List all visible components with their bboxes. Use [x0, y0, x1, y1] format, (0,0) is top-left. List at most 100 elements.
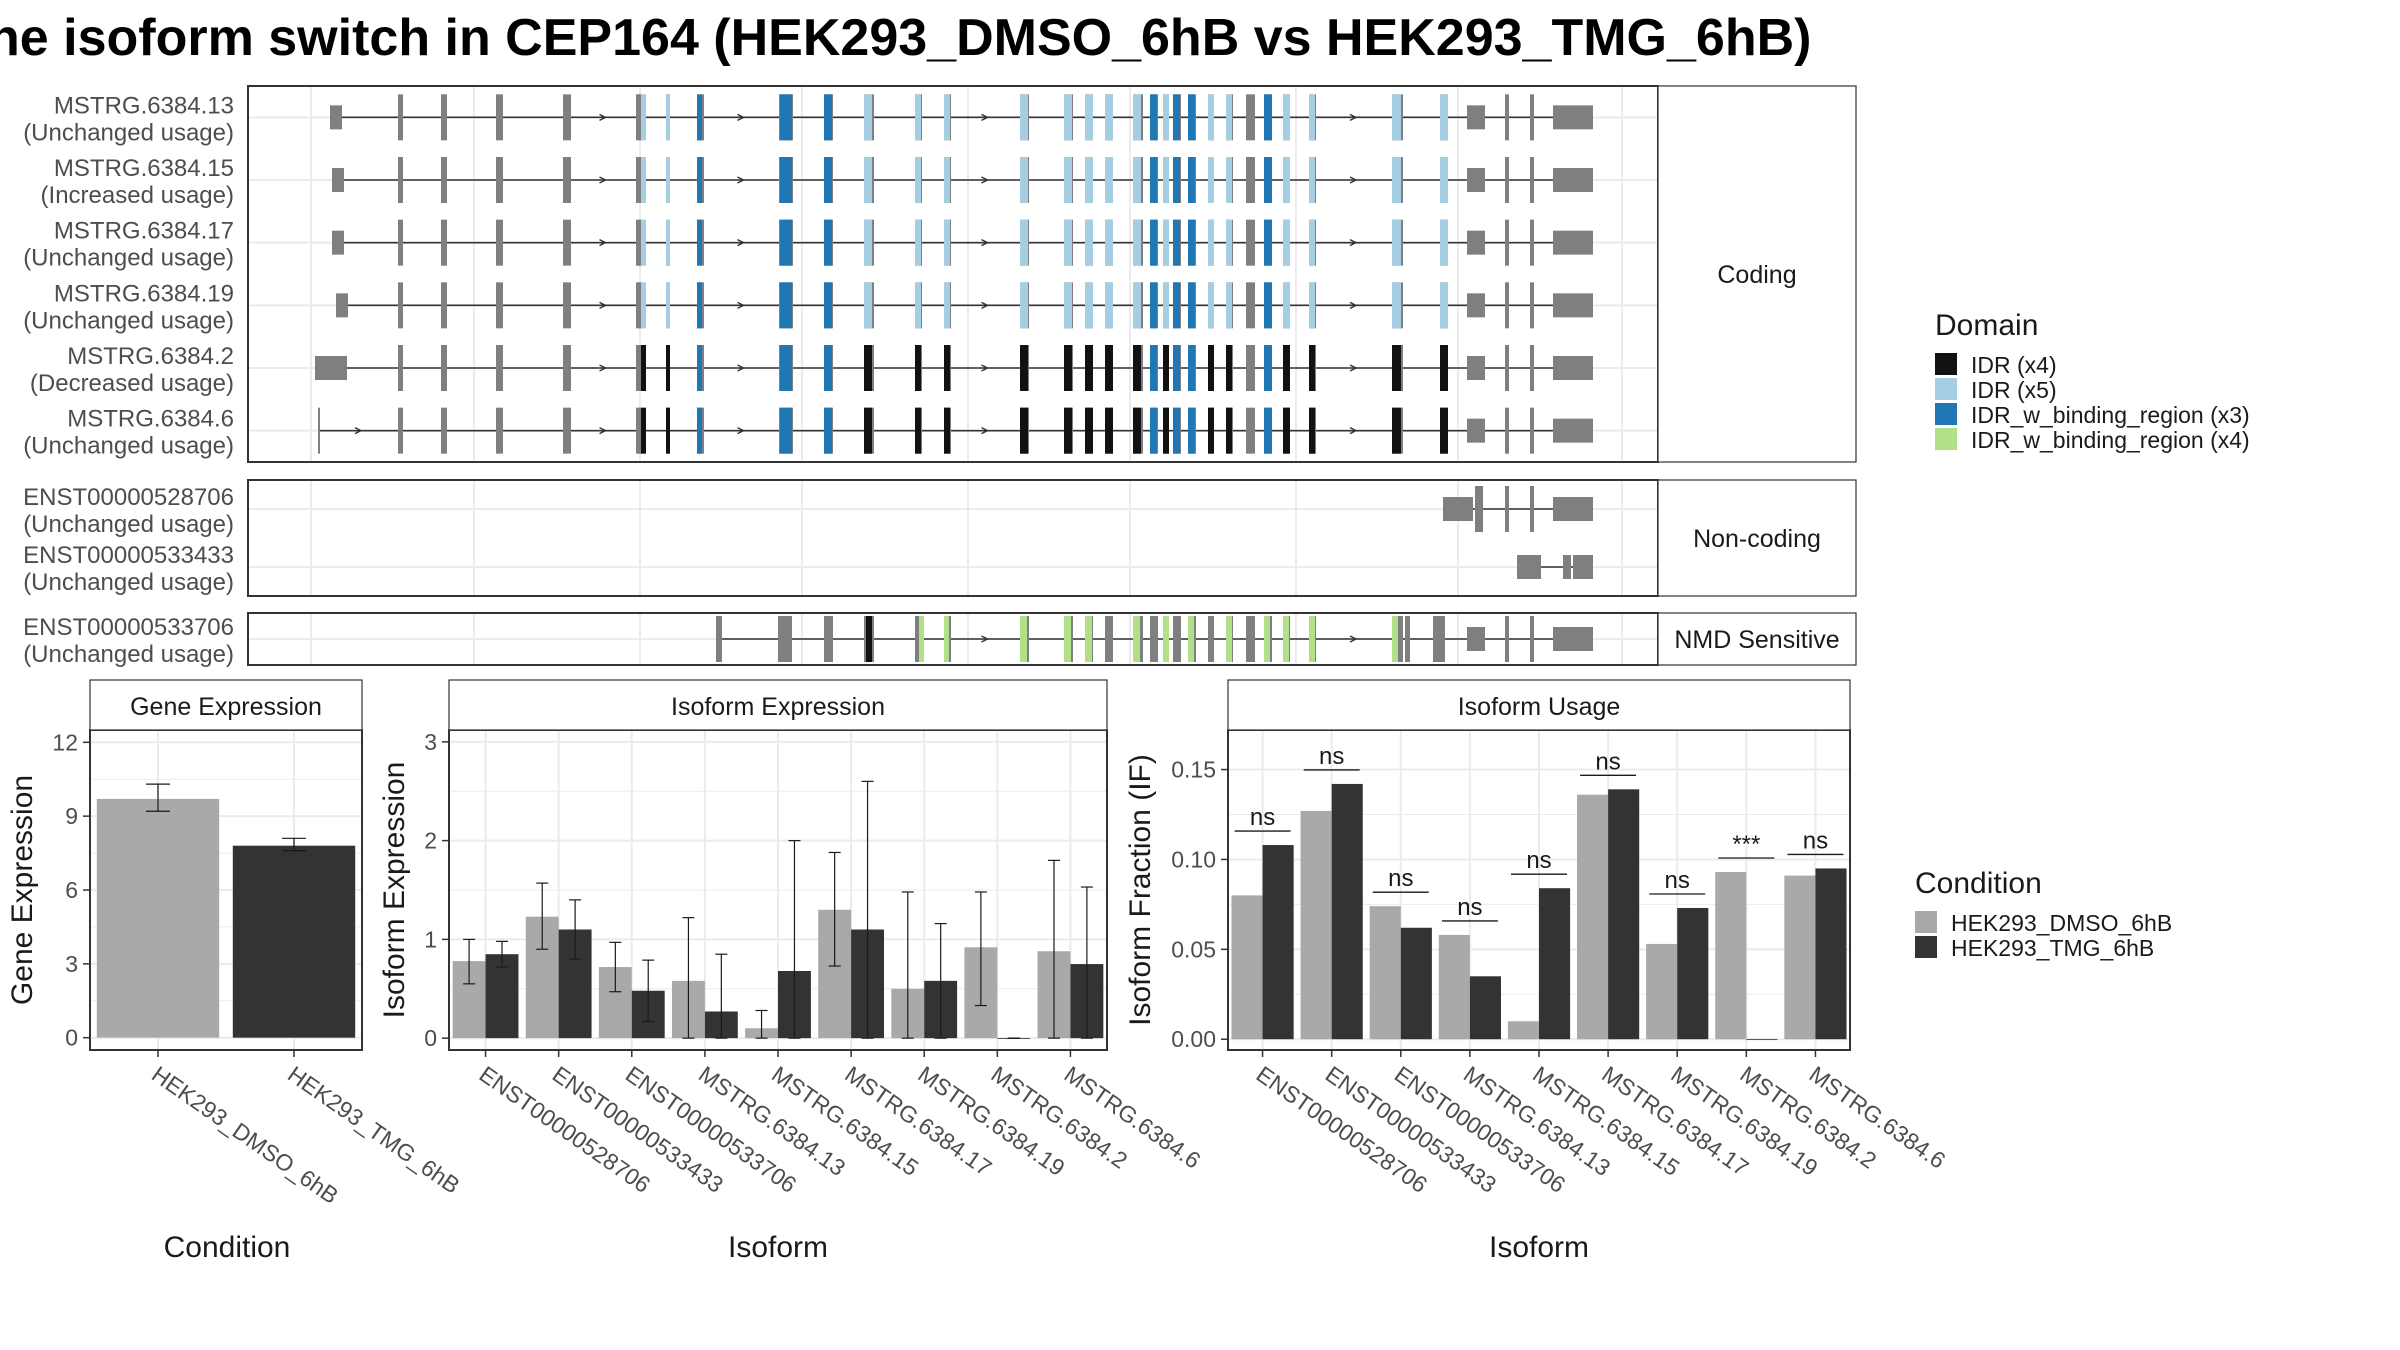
isoform-usage-label: (Unchanged usage): [23, 433, 234, 460]
domain-exon: [944, 219, 950, 266]
bar: [1646, 943, 1678, 1040]
domain-exon: [1085, 94, 1093, 141]
direction-arrow: [1349, 113, 1358, 121]
direction-arrow: [1349, 176, 1358, 184]
domain-exon: [666, 407, 670, 454]
exon: [1530, 282, 1534, 329]
direction-arrow: [737, 427, 746, 435]
domain-exon: [1309, 157, 1315, 203]
domain-exon: [1309, 345, 1315, 391]
domain-exon: [1163, 282, 1169, 329]
significance-label: ns: [1250, 804, 1275, 831]
direction-arrow: [737, 239, 746, 247]
exon: [1505, 486, 1509, 532]
domain-exon: [1085, 219, 1093, 266]
exon: [563, 407, 571, 454]
domain-exon: [641, 157, 646, 203]
domain-exon: [1150, 94, 1157, 141]
exon: [1530, 407, 1534, 454]
domain-exon: [1440, 219, 1448, 266]
domain-exon: [1208, 219, 1214, 266]
significance-label: ns: [1388, 865, 1413, 892]
domain-exon: [1020, 282, 1028, 329]
bar: [1715, 872, 1747, 1040]
domain-exon: [915, 345, 921, 391]
isoform-name-label: MSTRG.6384.15: [54, 155, 234, 182]
exon: [563, 157, 571, 203]
domain-exon: [944, 94, 950, 141]
exon: [1553, 168, 1593, 192]
domain-exon: [1283, 219, 1290, 266]
domain-exon: [1188, 616, 1194, 662]
domain-exon: [1150, 345, 1157, 391]
exon: [496, 407, 503, 454]
domain-exon: [944, 407, 950, 454]
domain-exon: [864, 345, 872, 391]
transcript-model: [330, 94, 1593, 141]
domain-exon: [1226, 157, 1232, 203]
isoform-name-label: ENST00000528706: [23, 484, 234, 511]
exon: [1553, 356, 1593, 380]
transcript-model: [318, 407, 1593, 454]
domain-exon: [1309, 407, 1315, 454]
x-axis-title: Isoform: [728, 1231, 828, 1264]
panel-background: [248, 86, 1658, 462]
exon: [1505, 616, 1509, 662]
legend-title: Domain: [1935, 309, 2038, 342]
facet-strip: [1657, 612, 1857, 666]
domain-exon: [1208, 345, 1214, 391]
exon: [638, 157, 640, 203]
exon: [441, 345, 447, 391]
exon: [638, 345, 640, 391]
bar: [485, 954, 519, 1039]
exon: [398, 157, 403, 203]
domain-exon: [1264, 94, 1272, 141]
exon: [1505, 157, 1509, 203]
domain-exon: [1309, 616, 1315, 662]
domain-exon: [1105, 219, 1113, 266]
domain-exon: [919, 616, 924, 662]
y-tick-label: 0: [65, 1025, 78, 1051]
domain-exon: [780, 157, 792, 203]
significance-label: ns: [1526, 847, 1551, 874]
exon: [716, 616, 722, 662]
domain-exon: [1085, 282, 1093, 329]
domain-exon: [1283, 407, 1290, 454]
exon: [1563, 555, 1571, 579]
domain-exon: [824, 345, 832, 391]
domain-exon: [1264, 219, 1272, 266]
exon: [1475, 486, 1483, 532]
domain-exon: [824, 282, 832, 329]
direction-arrow: [981, 635, 990, 643]
domain-exon: [697, 157, 702, 203]
bar: [1438, 934, 1470, 1040]
domain-exon: [1133, 94, 1141, 141]
isoform-name-label: MSTRG.6384.19: [54, 280, 234, 307]
exon: [1150, 616, 1158, 662]
exon: [398, 282, 403, 329]
exon: [398, 407, 403, 454]
structure-panel-coding: MSTRG.6384.13(Unchanged usage)MSTRG.6384…: [23, 85, 1857, 463]
domain-exon: [915, 407, 921, 454]
isoform-name-label: MSTRG.6384.6: [67, 406, 234, 433]
exon: [496, 94, 503, 141]
domain-exon: [1264, 282, 1272, 329]
domain-exon: [1064, 219, 1072, 266]
domain-exon: [641, 94, 646, 141]
exon: [1467, 168, 1485, 192]
y-tick-label: 0.15: [1171, 757, 1216, 783]
domain-exon: [697, 407, 702, 454]
direction-arrow: [599, 301, 608, 309]
domain-exon: [1440, 94, 1448, 141]
direction-arrow: [1349, 301, 1358, 309]
x-axis-title: Condition: [164, 1231, 291, 1264]
exon: [824, 616, 833, 662]
exon: [1246, 94, 1255, 141]
exon: [1246, 219, 1255, 266]
legend-label: IDR_w_binding_region (x3): [1971, 402, 2250, 428]
facet-strip: [1227, 679, 1851, 731]
direction-arrow: [354, 427, 363, 435]
exon: [563, 219, 571, 266]
domain-exon: [1150, 407, 1157, 454]
